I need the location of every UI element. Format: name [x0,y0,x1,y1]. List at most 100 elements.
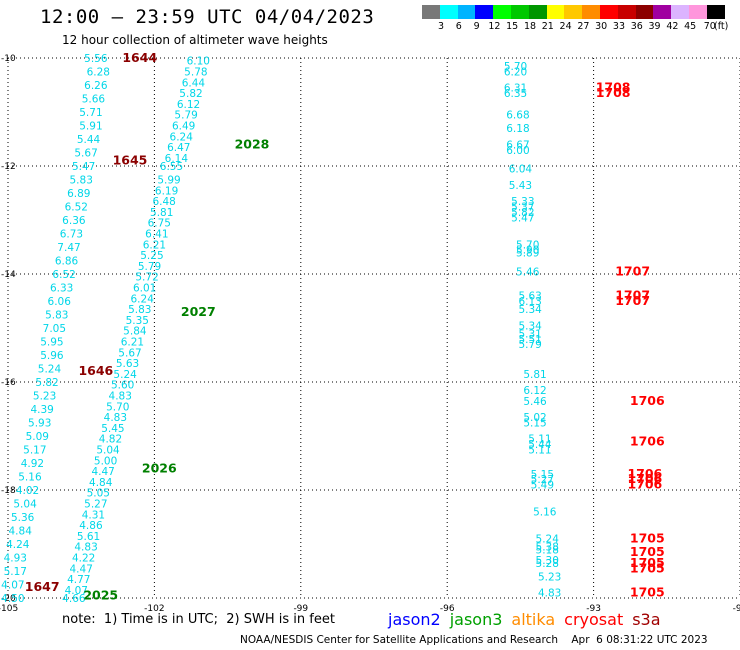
legend-swatch: 70 [704,5,725,32]
pass-time-label: 1708 [596,85,631,100]
x-tick-label: -99 [293,604,308,614]
wave-height-value: 6.75 [148,218,171,230]
wave-height-value: 6.49 [172,121,195,133]
legend-label: 39 [648,21,661,32]
wave-height-value: 5.30 [536,555,559,567]
wave-height-value: 6.12 [523,385,546,397]
wave-height-value: 6.48 [152,196,175,208]
color-legend: 3 6 9 12 15 18 21 24 27 30 33 36 39 42 45 70 [422,5,725,32]
wave-height-value: 5.15 [531,469,554,481]
pass-time-label: 1647 [25,579,60,594]
wave-height-value: 5.51 [518,334,541,346]
legend-swatch: 6 [439,5,462,32]
wave-height-value: 4.07 [65,585,88,597]
wave-height-value: 4.86 [79,520,103,532]
wave-height-value: 4.84 [9,526,33,538]
wave-height-value: 5.47 [72,161,95,173]
wave-height-value: 5.61 [77,531,100,543]
wave-height-value: 5.67 [118,347,141,359]
wave-height-value: 5.47 [511,212,534,224]
wave-height-value: 6.44 [182,77,206,89]
wave-height-value: 6.35 [504,88,527,100]
wave-height-value: 5.95 [40,337,63,349]
pass-time-label: 1705 [630,544,665,559]
wave-height-value: 5.79 [174,110,197,122]
wave-height-value: 4.66 [62,593,86,605]
wave-height-value: 5.66 [82,94,106,106]
wave-height-value: 5.83 [128,304,151,316]
wave-height-value: 5.11 [528,434,551,446]
pass-time-label: 1707 [615,288,650,303]
y-tick-label: -10 [1,54,16,64]
wave-height-value: 6.89 [67,188,90,200]
wave-height-value: 4.50 [1,593,24,605]
wave-height-value: 5.27 [84,499,107,511]
legend-swatch: 27 [564,5,589,32]
pass-time-label: 1644 [122,50,157,65]
wave-height-value: 5.99 [157,175,180,187]
wave-height-value: 5.23 [33,391,56,403]
wave-height-value: 5.46 [516,266,540,278]
wave-height-value: 5.18 [536,544,559,556]
wave-height-value: 5.43 [509,180,532,192]
wave-height-value: 5.46 [523,396,547,408]
x-tick-label: -102 [144,604,164,614]
pass-time-label: 1708 [596,80,631,95]
wave-height-value: 5.96 [40,350,64,362]
legend-label: 3 [437,21,445,32]
wave-height-value: 4.83 [74,542,97,554]
pass-time-label: 1705 [630,531,665,546]
wave-height-value: 4.31 [82,509,105,521]
wave-height-value: 4.82 [99,434,122,446]
pass-time-label: 1646 [78,363,113,378]
wave-height-value: 5.16 [533,507,557,519]
wave-height-value: 5.33 [511,196,534,208]
x-tick-label: -105 [0,604,18,614]
wave-height-value: 5.38 [536,542,559,554]
wave-height-value: 4.83 [104,412,127,424]
legend-label: 36 [630,21,643,32]
legend-swatch [688,5,707,19]
wave-height-value: 4.92 [21,458,44,470]
wave-height-value: 5.79 [518,339,541,351]
wave-height-value: 6.21 [143,239,166,251]
wave-height-value: 6.28 [87,67,110,79]
wave-height-value: 4.83 [538,588,561,600]
wave-height-value: 6.26 [84,80,108,92]
wave-height-value: 6.68 [506,110,529,122]
wave-height-value: 5.90 [516,245,539,257]
y-tick-label: -16 [1,378,16,388]
wave-height-value: 5.34 [518,320,542,332]
wave-height-value: 5.79 [138,261,161,273]
wave-height-value: 5.70 [106,401,129,413]
satellite-jason3: jason3 [449,610,503,629]
wave-height-value: 5.70 [504,61,527,73]
wave-height-value: 5.67 [74,148,97,160]
pass-time-label: 1705 [630,560,665,575]
chart-title: 12:00 — 23:59 UTC 04/04/2023 [40,6,375,28]
legend-swatch: 9 [457,5,480,32]
legend-swatch: 45 [671,5,696,32]
pass-time-label: 1706 [630,393,665,408]
wave-height-value: 6.73 [60,229,83,241]
wave-height-value: 5.83 [45,310,68,322]
pass-time-label: 2025 [83,587,118,602]
pass-time-label: 1707 [615,293,650,308]
legend-swatch: 21 [528,5,554,32]
wave-height-value: 4.83 [109,391,132,403]
wave-height-value: 6.20 [504,67,527,79]
wave-height-value: 5.83 [70,175,93,187]
x-tick-label: -96 [440,604,455,614]
wave-height-value: 5.81 [523,369,546,381]
wave-height-value: 5.04 [13,499,37,511]
wave-height-value: 6.14 [165,153,189,165]
wave-height-value: 6.31 [504,83,527,95]
wave-height-value: 5.02 [523,412,546,424]
wave-height-value: 5.82 [35,377,58,389]
wave-height-value: 5.44 [528,439,552,451]
legend-swatch: 42 [653,5,678,32]
legend-label: 33 [612,21,626,32]
wave-height-value: 6.24 [170,131,194,143]
wave-height-value: 5.89 [516,247,539,259]
wave-height-value: 6.21 [121,337,144,349]
